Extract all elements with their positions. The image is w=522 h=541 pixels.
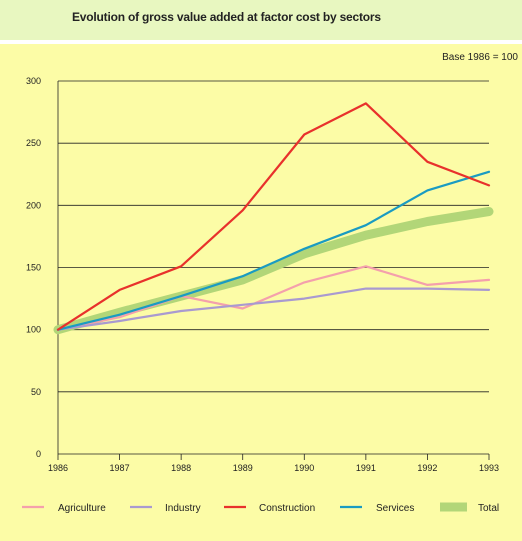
plot-panel: Base 1986 = 100 0 50 100 150 200 250 300 1986 19… (0, 44, 522, 541)
y-tick-label-0: 0 (36, 449, 41, 459)
series-line-construction (56, 102, 491, 331)
x-tick-label-1992: 1992 (417, 463, 437, 473)
legend-label-industry: Industry (165, 503, 201, 514)
x-tick-label-1990: 1990 (294, 463, 314, 473)
legend-label-total: Total (478, 503, 499, 514)
x-tick-label-1993: 1993 (479, 463, 499, 473)
title-band: Evolution of gross value added at factor… (0, 0, 522, 40)
x-tick-label-1991: 1991 (356, 463, 376, 473)
line-chart: Base 1986 = 100 0 50 100 150 200 250 300 1986 19… (22, 52, 518, 514)
series-line-industry (56, 287, 491, 331)
chart-title: Evolution of gross value added at factor… (72, 10, 381, 24)
grid-layer (58, 80, 489, 455)
y-tick-label-200: 200 (26, 200, 41, 210)
legend-label-services: Services (376, 503, 414, 514)
x-tick-label-1989: 1989 (233, 463, 253, 473)
series-line-agriculture (56, 265, 491, 331)
base-note: Base 1986 = 100 (442, 52, 518, 63)
y-tick-label-250: 250 (26, 138, 41, 148)
x-tick-label-1987: 1987 (110, 463, 130, 473)
legend-label-agriculture: Agriculture (58, 503, 106, 514)
series-line-services (56, 170, 491, 331)
x-tick-label-1986: 1986 (48, 463, 68, 473)
x-tick-label-1988: 1988 (171, 463, 191, 473)
series-line-total (53, 207, 494, 335)
legend-label-construction: Construction (259, 503, 315, 514)
y-tick-label-300: 300 (26, 76, 41, 86)
axis-layer: 0 50 100 150 200 250 300 1986 1987 1988 1989 1990 19… (26, 76, 499, 473)
y-tick-label-150: 150 (26, 263, 41, 273)
legend: Agriculture Industry Construction Services T… (22, 502, 499, 514)
series-layer (53, 102, 494, 335)
y-tick-label-50: 50 (31, 387, 41, 397)
y-tick-label-100: 100 (26, 325, 41, 335)
